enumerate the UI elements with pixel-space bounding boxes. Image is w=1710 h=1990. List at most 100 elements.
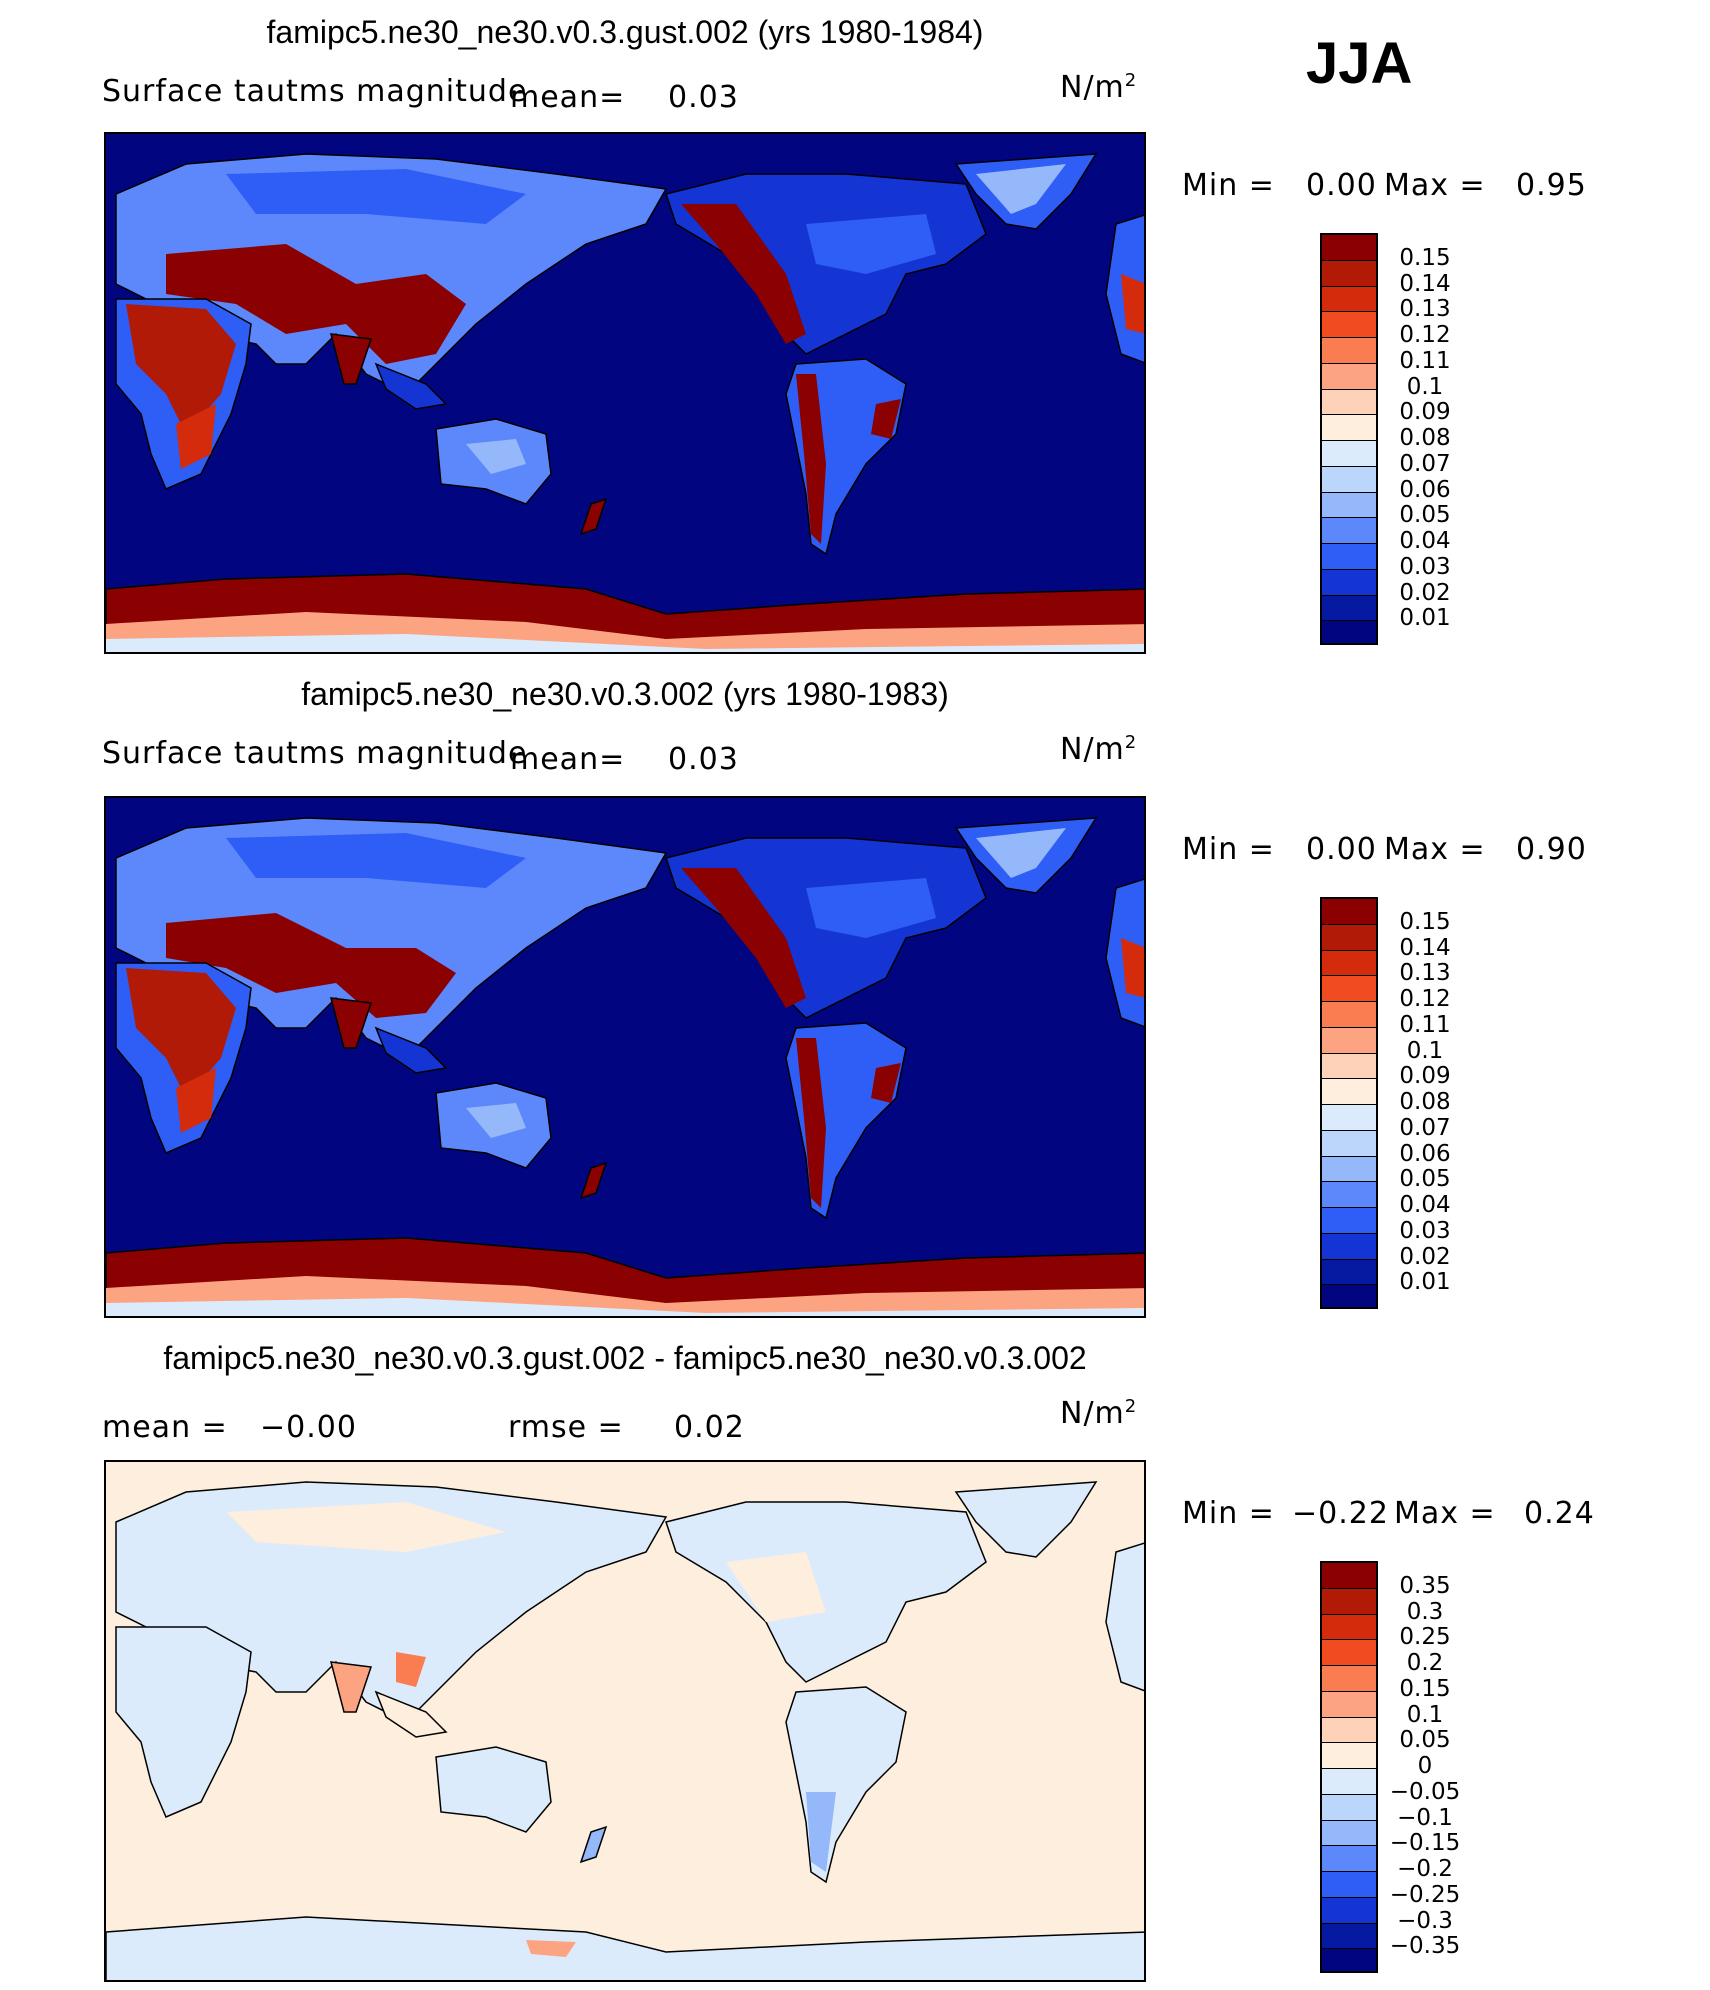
colorbar-tick-label: 0.01 bbox=[1399, 1269, 1451, 1296]
colorbar-cell bbox=[1322, 1717, 1376, 1744]
colorbar-cell bbox=[1322, 1182, 1376, 1208]
colorbar-cell bbox=[1322, 1130, 1376, 1157]
panel3-land bbox=[106, 1481, 1144, 1980]
panel2-land bbox=[106, 817, 1144, 1316]
colorbar-cell bbox=[1322, 441, 1376, 467]
colorbar-tick-label: 0.04 bbox=[1399, 1192, 1451, 1218]
panel1-map-plot bbox=[106, 134, 1144, 652]
colorbar-cell bbox=[1322, 1027, 1376, 1054]
colorbar-cell bbox=[1322, 1614, 1376, 1641]
colorbar-cell bbox=[1322, 1208, 1376, 1234]
colorbar-tick-label: 0.35 bbox=[1399, 1572, 1451, 1599]
colorbar-tick-label: 0.03 bbox=[1399, 553, 1451, 580]
colorbar-tick-label: 0.08 bbox=[1399, 1089, 1451, 1115]
panel2-map-plot bbox=[106, 798, 1144, 1316]
colorbar-cell bbox=[1322, 1588, 1376, 1615]
panel3-max-label: Max = bbox=[1394, 1496, 1496, 1531]
panel1-mean-label: mean= bbox=[510, 80, 626, 115]
colorbar-tick-label: 0.1 bbox=[1406, 1037, 1444, 1064]
colorbar-tick-label: 0.14 bbox=[1399, 270, 1451, 297]
colorbar-cell bbox=[1322, 1897, 1376, 1924]
colorbar-cell bbox=[1322, 621, 1376, 643]
colorbar-tick-label: −0.05 bbox=[1389, 1778, 1461, 1805]
colorbar-cell bbox=[1322, 1285, 1376, 1307]
panel3-units: N/m2 bbox=[1060, 1396, 1138, 1431]
colorbar-cell bbox=[1322, 338, 1376, 364]
colorbar-cell bbox=[1322, 286, 1376, 313]
colorbar-tick-label: −0.25 bbox=[1389, 1881, 1461, 1908]
colorbar-cell bbox=[1322, 1872, 1376, 1898]
colorbar-tick-label: 0.25 bbox=[1399, 1624, 1451, 1651]
colorbar-tick-label: 0.02 bbox=[1399, 1243, 1451, 1270]
colorbar-tick-label: 0.2 bbox=[1406, 1650, 1444, 1676]
colorbar-cell bbox=[1322, 595, 1376, 622]
colorbar-cell bbox=[1322, 1002, 1376, 1028]
colorbar-cell bbox=[1322, 415, 1376, 441]
panel3-rmse-value: 0.02 bbox=[674, 1410, 745, 1445]
season-label: JJA bbox=[1306, 31, 1413, 96]
colorbar-cell bbox=[1322, 1691, 1376, 1718]
colorbar-tick-label: 0.1 bbox=[1406, 373, 1444, 400]
colorbar-cell bbox=[1322, 1949, 1376, 1971]
panel1-mean-value: 0.03 bbox=[668, 80, 739, 115]
colorbar-cell bbox=[1322, 363, 1376, 390]
colorbar-cell bbox=[1322, 544, 1376, 570]
panel1-colorbar bbox=[1320, 233, 1378, 645]
panel3-map bbox=[104, 1460, 1146, 1982]
colorbar-cell bbox=[1322, 1053, 1376, 1080]
colorbar-tick-label: 0.13 bbox=[1399, 296, 1451, 323]
panel2-max-value: 0.90 bbox=[1516, 832, 1587, 867]
panel2-colorbar bbox=[1320, 897, 1378, 1309]
panel1-variable-label: Surface tautms magnitude bbox=[102, 74, 528, 109]
colorbar-cell bbox=[1322, 312, 1376, 338]
colorbar-tick-label: 0.09 bbox=[1399, 399, 1451, 426]
colorbar-cell bbox=[1322, 1233, 1376, 1260]
colorbar-tick-label: 0.06 bbox=[1399, 476, 1451, 503]
colorbar-cell bbox=[1322, 899, 1376, 925]
panel2-max-label: Max = bbox=[1384, 832, 1486, 867]
colorbar-cell bbox=[1322, 1794, 1376, 1821]
colorbar-cell bbox=[1322, 1156, 1376, 1183]
colorbar-tick-label: 0 bbox=[1417, 1753, 1433, 1779]
colorbar-tick-label: 0.12 bbox=[1399, 322, 1451, 348]
panel3-colorbar bbox=[1320, 1561, 1378, 1973]
colorbar-tick-label: −0.35 bbox=[1389, 1933, 1461, 1960]
panel3-min-label: Min = bbox=[1182, 1496, 1275, 1531]
colorbar-cell bbox=[1322, 466, 1376, 493]
panel1-min-label: Min = bbox=[1182, 168, 1275, 203]
colorbar-tick-label: −0.15 bbox=[1389, 1830, 1461, 1857]
colorbar-cell bbox=[1322, 1079, 1376, 1105]
panel1-units: N/m2 bbox=[1060, 70, 1138, 105]
colorbar-cell bbox=[1322, 976, 1376, 1002]
colorbar-tick-label: 0.05 bbox=[1399, 1166, 1451, 1193]
colorbar-tick-label: 0.1 bbox=[1406, 1701, 1444, 1728]
colorbar-tick-label: 0.04 bbox=[1399, 528, 1451, 554]
colorbar-tick-label: 0.07 bbox=[1399, 1114, 1451, 1141]
panel1-min-value: 0.00 bbox=[1306, 168, 1377, 203]
colorbar-cell bbox=[1322, 389, 1376, 416]
panel2-min-value: 0.00 bbox=[1306, 832, 1377, 867]
colorbar-tick-label: 0.05 bbox=[1399, 502, 1451, 529]
panel2-mean-value: 0.03 bbox=[668, 742, 739, 777]
colorbar-tick-label: 0.06 bbox=[1399, 1140, 1451, 1167]
colorbar-tick-label: 0.15 bbox=[1399, 244, 1451, 271]
colorbar-cell bbox=[1322, 1666, 1376, 1692]
colorbar-tick-label: 0.03 bbox=[1399, 1217, 1451, 1244]
colorbar-cell bbox=[1322, 518, 1376, 544]
panel2-title: famipc5.ne30_ne30.v0.3.002 (yrs 1980-198… bbox=[301, 676, 949, 712]
colorbar-cell bbox=[1322, 1640, 1376, 1666]
colorbar-tick-label: −0.1 bbox=[1397, 1804, 1453, 1831]
panel3-min-value: −0.22 bbox=[1292, 1496, 1389, 1531]
colorbar-tick-label: 0.3 bbox=[1406, 1598, 1444, 1625]
colorbar-cell bbox=[1322, 260, 1376, 287]
colorbar-tick-label: 0.08 bbox=[1399, 425, 1451, 451]
colorbar-cell bbox=[1322, 950, 1376, 977]
colorbar-tick-label: 0.11 bbox=[1399, 347, 1451, 374]
panel3-map-plot bbox=[106, 1462, 1144, 1980]
colorbar-tick-label: 0.15 bbox=[1399, 1675, 1451, 1702]
colorbar-tick-label: 0.07 bbox=[1399, 450, 1451, 477]
colorbar-tick-label: 0.15 bbox=[1399, 908, 1451, 935]
colorbar-cell bbox=[1322, 1743, 1376, 1769]
colorbar-cell bbox=[1322, 569, 1376, 596]
colorbar-tick-label: 0.13 bbox=[1399, 960, 1451, 987]
